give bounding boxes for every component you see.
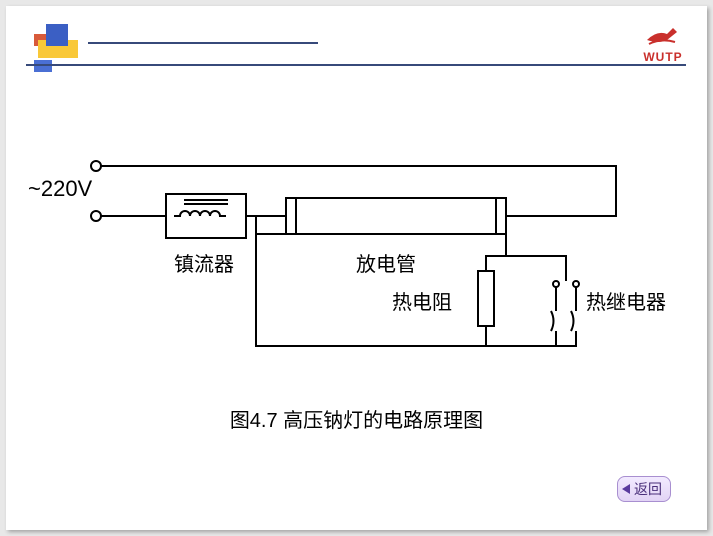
thermistor-label: 热电阻	[392, 286, 452, 315]
slide-container: WUTP	[6, 6, 707, 530]
thermal-relay-label: 热继电器	[586, 286, 666, 315]
figure-caption: 图4.7 高压钠灯的电路原理图	[6, 404, 707, 433]
voltage-label: ~220V	[28, 176, 92, 202]
ballast-label: 镇流器	[174, 248, 234, 277]
circuit-svg	[56, 126, 636, 376]
brand-logo: WUTP	[643, 22, 683, 64]
back-arrow-icon	[622, 484, 630, 494]
header-line-short	[88, 42, 318, 44]
discharge-tube-label: 放电管	[356, 248, 416, 277]
back-button[interactable]: 返回	[617, 476, 671, 502]
corner-decoration	[34, 24, 94, 74]
brand-text: WUTP	[643, 50, 683, 64]
circuit-diagram: ~220V 镇流器 放电管 热电阻 热继电器	[56, 126, 636, 376]
header-line-long	[26, 64, 686, 66]
back-button-label: 返回	[634, 479, 662, 499]
brand-logo-icon	[643, 22, 683, 50]
